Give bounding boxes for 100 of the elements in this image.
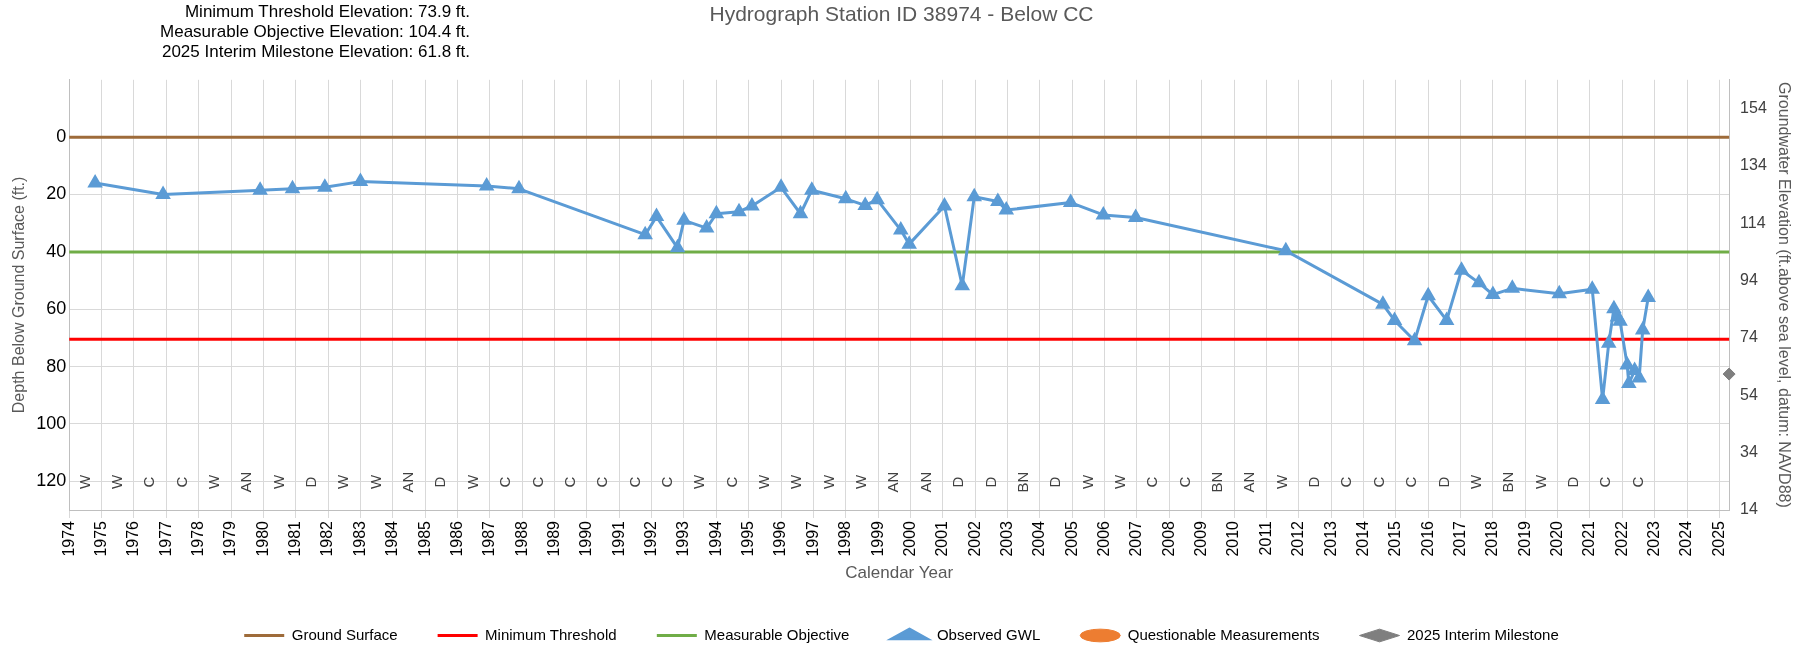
- x-tick-label: 1978: [189, 520, 207, 557]
- point: [638, 227, 652, 240]
- annotation: C: [593, 476, 611, 488]
- annotation: W: [819, 474, 837, 490]
- annotation: W: [690, 474, 708, 490]
- point: [285, 181, 300, 194]
- x-tick-label: 2004: [1030, 520, 1048, 557]
- point: [1641, 289, 1655, 302]
- x-tick-label: 2002: [965, 520, 983, 557]
- annotation: C: [1175, 476, 1193, 488]
- point: [999, 202, 1013, 215]
- y2-tick-label: 54: [1740, 385, 1758, 403]
- x-tick-label: 1982: [318, 520, 336, 557]
- x-tick-label: 2012: [1289, 520, 1307, 557]
- point: [1602, 335, 1616, 348]
- point: [1632, 370, 1646, 383]
- annotation: C: [1337, 476, 1355, 488]
- annotation: AN: [399, 471, 417, 493]
- x-tick-label: 1985: [415, 520, 433, 557]
- annotation: W: [75, 474, 93, 490]
- annotation: C: [657, 476, 675, 488]
- point: [699, 220, 714, 233]
- x-tick-label: 1981: [286, 520, 304, 557]
- x-tick-label: 2025: [1709, 520, 1727, 557]
- x-tick-label: 2015: [1386, 520, 1404, 557]
- text: 2025 Interim Milestone Elevation: 61.8 ft.: [160, 42, 470, 62]
- annotation: W: [269, 474, 287, 490]
- y2-tick-label: 134: [1740, 156, 1767, 174]
- x-axis-title: Calendar Year: [845, 563, 954, 583]
- x-tick-label: 2017: [1450, 520, 1468, 557]
- x-tick-label: 2001: [933, 520, 951, 557]
- y2-tick-label: 154: [1740, 98, 1767, 116]
- y-tick-label: 0: [56, 126, 67, 147]
- point: [858, 197, 872, 210]
- point: [1063, 195, 1078, 208]
- x-tick-label: 2013: [1321, 520, 1339, 557]
- legend-label: Measurable Objective: [704, 625, 850, 643]
- point: [479, 178, 494, 191]
- y-tick-label: 60: [46, 298, 67, 319]
- x-tick-label: 1988: [512, 520, 530, 557]
- point: [353, 174, 368, 187]
- x-tick-label: 2021: [1580, 520, 1598, 557]
- point: [1387, 312, 1402, 325]
- point: [1454, 262, 1469, 275]
- annotation: D: [302, 476, 320, 488]
- x-tick-label: 1987: [480, 520, 498, 557]
- point: [937, 198, 952, 211]
- annotation: C: [1596, 476, 1614, 488]
- point: [1376, 296, 1390, 309]
- point: [677, 212, 691, 225]
- x-tick-label: 1989: [544, 520, 562, 557]
- annotation: AN: [1240, 471, 1258, 493]
- point: [512, 181, 526, 194]
- legend-label: Minimum Threshold: [485, 625, 617, 643]
- y2-tick-label: 114: [1740, 213, 1766, 231]
- point: [1622, 376, 1636, 389]
- x-tick-label: 1992: [642, 520, 660, 557]
- x-tick-label: 2018: [1483, 520, 1501, 557]
- point: [1439, 312, 1454, 325]
- point: [709, 206, 724, 219]
- annotation: C: [625, 476, 643, 488]
- x-tick-label: 1986: [447, 520, 465, 557]
- point: [870, 192, 884, 205]
- annotation: C: [1369, 476, 1387, 488]
- point: [318, 179, 332, 192]
- point: [732, 204, 746, 217]
- annotation: C: [140, 476, 158, 488]
- x-tick-label: 1997: [803, 520, 821, 557]
- annotation: D: [1563, 476, 1581, 488]
- y-tick-label: 80: [46, 355, 67, 376]
- legend-label: Questionable Measurements: [1127, 625, 1320, 643]
- annotation: W: [1531, 474, 1549, 490]
- point: [88, 175, 102, 188]
- legend-label: Observed GWL: [936, 625, 1041, 643]
- x-tick-label: 1995: [739, 520, 757, 557]
- annotation: C: [172, 476, 190, 488]
- annotation: W: [787, 474, 805, 490]
- annotation: W: [1078, 474, 1096, 490]
- point: [1486, 287, 1500, 300]
- point: [793, 206, 808, 219]
- annotation: D: [981, 476, 999, 488]
- x-tick-label: 1990: [577, 520, 595, 557]
- annotation: W: [852, 474, 870, 490]
- point: [1421, 288, 1435, 301]
- y-axis-title: Depth Below Ground Surface (ft.): [10, 176, 28, 414]
- y2-tick-label: 14: [1740, 500, 1758, 518]
- x-tick-label: 2011: [1256, 520, 1274, 556]
- x-tick-label: 1976: [124, 520, 142, 557]
- y2-tick-label: 74: [1740, 328, 1758, 346]
- x-tick-label: 1979: [221, 520, 239, 557]
- annotation: W: [366, 474, 384, 490]
- point: [805, 182, 819, 195]
- point: [1636, 322, 1650, 335]
- y-tick-label: 40: [46, 240, 67, 261]
- point: [967, 189, 981, 202]
- annotation: AN: [884, 471, 902, 493]
- point: [1552, 286, 1566, 299]
- x-tick-label: 2010: [1224, 520, 1242, 557]
- point: [1607, 301, 1621, 314]
- point: [670, 240, 685, 253]
